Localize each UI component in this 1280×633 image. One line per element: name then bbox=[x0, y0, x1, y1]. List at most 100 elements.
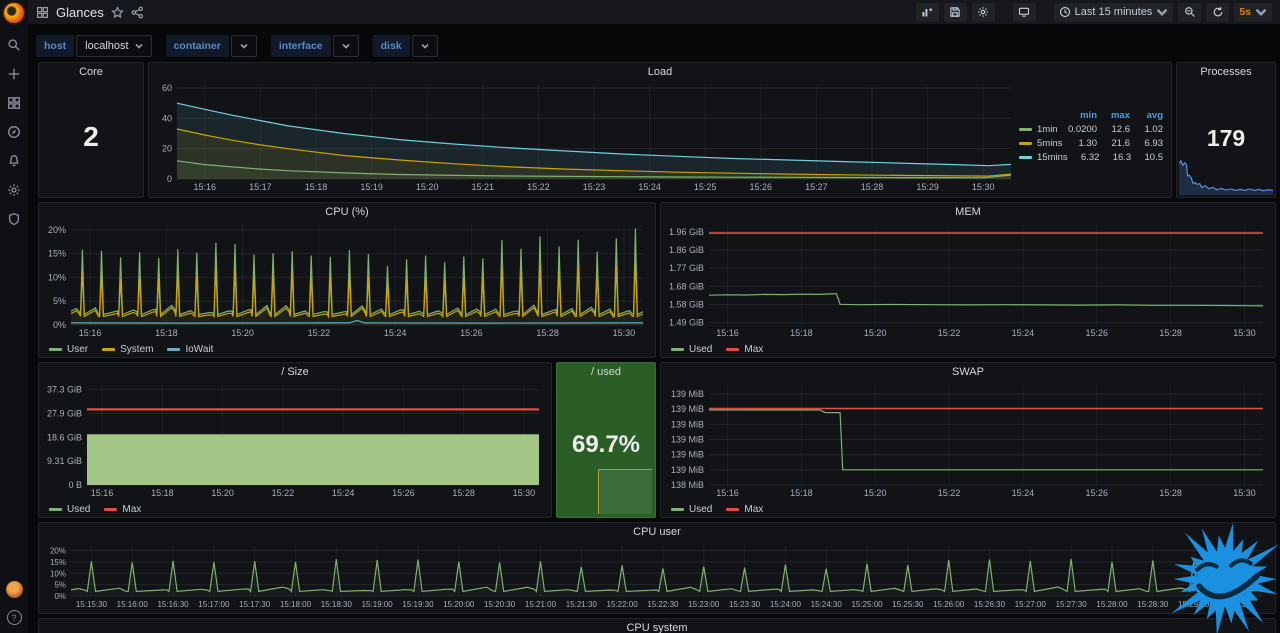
svg-text:15:28: 15:28 bbox=[1159, 488, 1182, 498]
topbar: Glances Last 15 minutes 5s bbox=[28, 0, 1280, 24]
legend-series-15mins[interactable]: 15mins 6.32 16.3 10.5 bbox=[1019, 152, 1163, 163]
panel-mem: MEM 1.49 GiB 1.58 GiB 1.68 GiB 1.77 GiB 1.86… bbox=[660, 202, 1276, 358]
variable-value-host[interactable]: localhost bbox=[76, 35, 152, 57]
svg-text:15:25:00: 15:25:00 bbox=[851, 600, 883, 609]
refresh-button[interactable] bbox=[1206, 2, 1230, 22]
mem-legend[interactable]: Used Max bbox=[671, 344, 763, 355]
svg-text:139 MiB: 139 MiB bbox=[671, 389, 704, 399]
svg-text:15:20: 15:20 bbox=[864, 488, 887, 498]
variable-label-interface[interactable]: interface bbox=[270, 35, 331, 57]
panel-cpu-user: CPU user 0% 5% 10% 15% 20% 15:15:30 15:16:00 15… bbox=[38, 522, 1276, 614]
swap-legend[interactable]: Used Max bbox=[671, 504, 763, 515]
variable-label-container[interactable]: container bbox=[165, 35, 229, 57]
svg-text:139 MiB: 139 MiB bbox=[671, 404, 704, 414]
size-legend[interactable]: Used Max bbox=[49, 504, 141, 515]
panel-cpu: CPU (%) 0% 5% 10% 15% 20% 15:16 15:18 15:20 15:2… bbox=[38, 202, 656, 358]
svg-text:15:21:30: 15:21:30 bbox=[566, 600, 598, 609]
svg-text:15:30: 15:30 bbox=[1233, 488, 1256, 498]
share-icon[interactable] bbox=[131, 6, 144, 19]
svg-text:10%: 10% bbox=[50, 569, 66, 578]
legend-item-Used[interactable]: Used bbox=[671, 344, 712, 355]
variable-value-container[interactable] bbox=[230, 35, 257, 57]
variable-label-disk[interactable]: disk bbox=[372, 35, 410, 57]
load-chart[interactable]: 0 20 40 60 15:16 15:17 15:18 15:19 15:20 15:21 15:… bbox=[151, 79, 1019, 193]
svg-text:15:25:30: 15:25:30 bbox=[892, 600, 924, 609]
svg-text:15:19: 15:19 bbox=[360, 182, 383, 192]
svg-text:15:24: 15:24 bbox=[384, 328, 407, 338]
panel-used: / used 69.7% bbox=[556, 362, 656, 518]
legend-item-IoWait[interactable]: IoWait bbox=[167, 344, 213, 355]
dashboard-settings-button[interactable] bbox=[971, 2, 995, 22]
svg-text:15:18:30: 15:18:30 bbox=[321, 600, 353, 609]
size-chart[interactable]: 0 B 9.31 GiB 18.6 GiB 27.9 GiB 37.3 GiB 15:16… bbox=[41, 379, 547, 499]
panel-load: Load 0 20 40 60 15:16 15:17 15:18 15:19 15:20 15:… bbox=[148, 62, 1172, 198]
svg-text:15:19:00: 15:19:00 bbox=[362, 600, 394, 609]
svg-text:15:24: 15:24 bbox=[638, 182, 661, 192]
save-dashboard-button[interactable] bbox=[943, 2, 967, 22]
search-icon[interactable] bbox=[6, 37, 22, 53]
legend-item-Used[interactable]: Used bbox=[49, 504, 90, 515]
svg-text:15:18: 15:18 bbox=[305, 182, 328, 192]
panel-title: Processes bbox=[1200, 66, 1252, 78]
chevron-down-icon bbox=[1255, 8, 1267, 16]
zoom-out-button[interactable] bbox=[1178, 2, 1202, 22]
server-admin-shield-icon[interactable] bbox=[6, 211, 22, 227]
cycle-view-mode-button[interactable] bbox=[1012, 2, 1036, 22]
svg-text:15:24:00: 15:24:00 bbox=[770, 600, 802, 609]
svg-text:15:18: 15:18 bbox=[151, 488, 174, 498]
svg-text:15:29:00: 15:29:00 bbox=[1178, 600, 1210, 609]
svg-text:15:22: 15:22 bbox=[272, 488, 295, 498]
svg-text:15:22: 15:22 bbox=[938, 328, 961, 338]
alerting-bell-icon[interactable] bbox=[6, 153, 22, 169]
refresh-interval-dropdown[interactable]: 5s bbox=[1234, 2, 1272, 22]
cpu-user-chart[interactable]: 0% 5% 10% 15% 20% 15:15:30 15:16:00 15:16:30 15:… bbox=[41, 540, 1271, 610]
svg-text:15:18:00: 15:18:00 bbox=[280, 600, 312, 609]
svg-text:15:22:00: 15:22:00 bbox=[607, 600, 639, 609]
variable-label-host[interactable]: host bbox=[36, 35, 75, 57]
panel-size: / Size 0 B 9.31 GiB 18.6 GiB 27.9 GiB 37.3 G… bbox=[38, 362, 552, 518]
svg-text:15:17: 15:17 bbox=[249, 182, 272, 192]
svg-text:15:18: 15:18 bbox=[790, 488, 813, 498]
variable-value-disk[interactable] bbox=[411, 35, 438, 57]
svg-text:1.58 GiB: 1.58 GiB bbox=[669, 299, 704, 309]
svg-text:0 B: 0 B bbox=[68, 480, 82, 490]
mem-chart[interactable]: 1.49 GiB 1.58 GiB 1.68 GiB 1.77 GiB 1.86 GiB… bbox=[663, 219, 1271, 339]
star-icon[interactable] bbox=[111, 5, 124, 19]
svg-text:15:22: 15:22 bbox=[527, 182, 550, 192]
legend-item-Max[interactable]: Max bbox=[104, 504, 141, 515]
legend-series-5mins[interactable]: 5mins 1.30 21.6 6.93 bbox=[1019, 138, 1163, 149]
legend-item-Max[interactable]: Max bbox=[726, 504, 763, 515]
create-plus-icon[interactable] bbox=[6, 66, 22, 82]
add-panel-button[interactable] bbox=[915, 2, 939, 22]
help-icon[interactable]: ? bbox=[6, 610, 22, 625]
svg-text:15:27:00: 15:27:00 bbox=[1015, 600, 1047, 609]
svg-text:15:26:30: 15:26:30 bbox=[974, 600, 1006, 609]
cpu-legend[interactable]: User System IoWait bbox=[49, 344, 213, 355]
explore-compass-icon[interactable] bbox=[6, 124, 22, 140]
svg-text:15:23:00: 15:23:00 bbox=[688, 600, 720, 609]
svg-text:15:16:30: 15:16:30 bbox=[157, 600, 189, 609]
time-range-picker[interactable]: Last 15 minutes bbox=[1053, 2, 1174, 22]
variable-value-interface[interactable] bbox=[332, 35, 359, 57]
legend-item-User[interactable]: User bbox=[49, 344, 88, 355]
legend-item-Used[interactable]: Used bbox=[671, 504, 712, 515]
svg-text:20%: 20% bbox=[48, 225, 66, 235]
user-avatar[interactable] bbox=[5, 581, 23, 598]
legend-series-1min[interactable]: 1min 0.0200 12.6 1.02 bbox=[1019, 124, 1163, 135]
svg-text:15:30: 15:30 bbox=[613, 328, 636, 338]
chevron-down-icon bbox=[1156, 8, 1168, 16]
panel-title: Load bbox=[647, 66, 673, 78]
panel-swap: SWAP 138 MiB 139 MiB 139 MiB 139 MiB 139 MiB… bbox=[660, 362, 1276, 518]
grafana-logo-icon[interactable] bbox=[4, 3, 24, 23]
clock-icon bbox=[1059, 6, 1070, 18]
configuration-gear-icon[interactable] bbox=[6, 182, 22, 198]
cpu-chart[interactable]: 0% 5% 10% 15% 20% 15:16 15:18 15:20 15:22 15:24 15… bbox=[41, 219, 651, 339]
panel-title: CPU system bbox=[626, 622, 688, 633]
svg-text:1.86 GiB: 1.86 GiB bbox=[669, 245, 704, 255]
swap-chart[interactable]: 138 MiB 139 MiB 139 MiB 139 MiB 139 MiB 139 M… bbox=[663, 379, 1271, 499]
legend-item-Max[interactable]: Max bbox=[726, 344, 763, 355]
svg-text:15:28: 15:28 bbox=[452, 488, 475, 498]
dashboards-grid-icon[interactable] bbox=[6, 95, 22, 111]
legend-item-System[interactable]: System bbox=[102, 344, 153, 355]
load-legend-table[interactable]: min max avg 1min 0.0200 12.6 1.02 5mins 1.30 21.6… bbox=[1019, 79, 1167, 193]
